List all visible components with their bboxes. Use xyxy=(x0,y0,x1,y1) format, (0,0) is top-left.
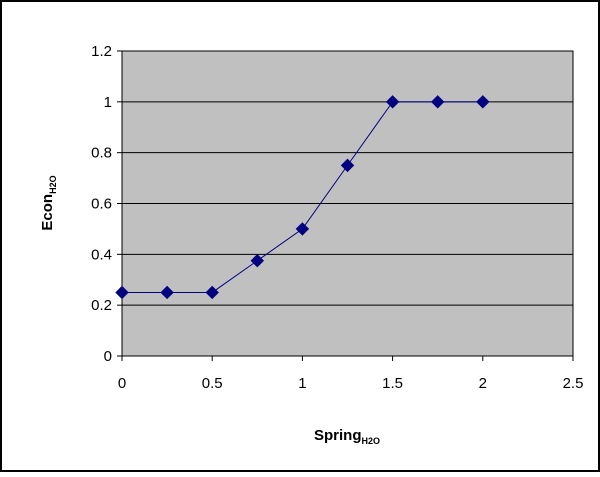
data-point-marker xyxy=(430,95,445,109)
y-tick-label: 0.2 xyxy=(91,297,112,314)
x-tick-label: 0.5 xyxy=(202,375,223,392)
x-axis-title: SpringH2O xyxy=(314,427,380,446)
x-tick-label: 1 xyxy=(298,375,306,392)
data-point-marker xyxy=(340,158,355,173)
y-tick-label: 0 xyxy=(104,348,112,365)
y-tick-label: 0.8 xyxy=(91,145,112,162)
axis-layer: 0 0.2 0.4 0.6 0.8 1 1.2 0 0.5 1 1.5 2 2.5 xyxy=(91,43,583,392)
x-tick-label: 1.5 xyxy=(382,375,403,392)
x-axis-title-sub: H2O xyxy=(361,436,380,446)
data-point-marker xyxy=(385,95,400,109)
data-point-marker xyxy=(160,285,174,300)
data-point-marker xyxy=(295,222,310,236)
x-tick-label: 0 xyxy=(118,375,126,392)
y-axis-title: EconH2O xyxy=(39,175,58,230)
y-tick-label: 0.6 xyxy=(91,196,112,213)
y-tick-label: 1 xyxy=(104,94,112,111)
x-tick-label: 2 xyxy=(479,375,487,392)
data-point-marker xyxy=(205,285,219,300)
y-tick-label: 1.2 xyxy=(91,43,112,60)
x-tick-label: 2.5 xyxy=(563,375,584,392)
plot-border xyxy=(121,50,574,357)
x-axis-title-main: Spring xyxy=(314,427,362,444)
data-point-marker xyxy=(250,253,265,268)
y-axis-title-main: Econ xyxy=(39,194,56,231)
data-point-marker xyxy=(476,95,490,109)
data-point-marker xyxy=(115,285,129,300)
y-tick-label: 0.4 xyxy=(91,246,112,263)
y-axis-title-sub: H2O xyxy=(48,175,58,194)
series-layer xyxy=(115,95,490,300)
